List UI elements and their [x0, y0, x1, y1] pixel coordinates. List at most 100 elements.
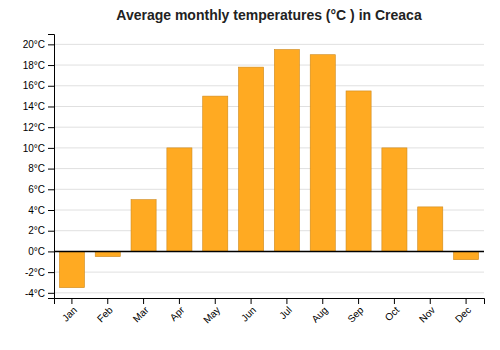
y-tick-label: 14°C [23, 101, 45, 112]
y-axis-line [48, 35, 55, 299]
x-tick-mark [107, 298, 108, 304]
y-tick-mark [48, 272, 54, 273]
x-tick-mark [179, 298, 180, 304]
y-tick-mark [48, 65, 54, 66]
x-tick: Feb [95, 298, 115, 324]
y-tick: 20°C [23, 39, 54, 50]
x-tick-label: Apr [168, 304, 187, 323]
grid-line [54, 106, 484, 107]
bar [131, 200, 156, 252]
bars [54, 50, 484, 288]
chart: -4°C -2°C 0°C 2°C 4°C 6°C 8°C 10°C 12°C 14°C 16°C 1… [0, 0, 500, 350]
y-tick: 16°C [23, 80, 54, 91]
bar [310, 55, 335, 252]
grid-line [54, 65, 484, 66]
y-tick-label: 8°C [28, 163, 45, 174]
bar [274, 50, 299, 252]
x-tick-label: Aug [309, 304, 329, 324]
grid-line [54, 85, 484, 86]
grid-line [54, 292, 484, 293]
y-axis: -4°C -2°C 0°C 2°C 4°C 6°C 8°C 10°C 12°C 14°C 16°C 1… [23, 35, 55, 299]
x-tick-mark [466, 298, 467, 304]
y-tick: 0°C [28, 246, 54, 257]
y-tick-mark [48, 210, 54, 211]
x-tick-mark [358, 298, 359, 304]
bar [239, 67, 264, 251]
y-tick-label: 18°C [23, 60, 45, 71]
y-tick: -4°C [25, 288, 54, 299]
x-tick-mark [286, 298, 287, 304]
x-tick: Nov [417, 298, 437, 325]
y-tick: 8°C [28, 163, 54, 174]
x-tick: May [201, 298, 222, 326]
y-tick: 12°C [23, 122, 54, 133]
y-tick: 14°C [23, 101, 54, 112]
x-tick-mark [322, 298, 323, 304]
y-tick-label: 20°C [23, 39, 45, 50]
y-tick-mark [48, 251, 54, 252]
y-tick-label: 6°C [28, 184, 45, 195]
bar [95, 251, 120, 256]
x-tick-label: Mar [131, 304, 151, 324]
grid-line [54, 168, 484, 169]
x-tick: Oct [383, 298, 402, 323]
bar [346, 91, 371, 251]
y-tick-mark [48, 293, 54, 294]
x-tick-mark [394, 298, 395, 304]
x-tick: Dec [453, 298, 473, 325]
y-tick-mark [48, 44, 54, 45]
y-tick-mark [48, 86, 54, 87]
x-tick-label: Jan [60, 304, 79, 323]
grid-line [54, 127, 484, 128]
grid-line [54, 272, 484, 273]
x-tick-label: May [201, 304, 222, 325]
x-tick-label: Oct [383, 304, 402, 323]
y-tick-mark [48, 231, 54, 232]
grid-line [54, 147, 484, 148]
y-tick-mark [48, 189, 54, 190]
x-tick-mark [215, 298, 216, 304]
x-tick-label: Jul [277, 304, 294, 321]
y-tick: -2°C [25, 267, 54, 278]
y-tick-mark [48, 106, 54, 107]
x-tick: Jun [239, 298, 258, 324]
y-tick-label: 10°C [23, 143, 45, 154]
grid [54, 44, 484, 292]
x-tick-label: Dec [453, 304, 473, 324]
x-tick: Jul [277, 298, 294, 321]
x-axis-line [55, 299, 485, 305]
bar [418, 207, 443, 252]
y-tick-label: 0°C [28, 246, 45, 257]
y-tick-label: -2°C [25, 267, 45, 278]
x-tick-label: Jun [239, 304, 258, 323]
grid-line [54, 189, 484, 190]
x-tick: Apr [168, 298, 187, 323]
bar [167, 148, 192, 252]
x-tick: Aug [309, 298, 329, 325]
x-tick-mark [143, 298, 144, 304]
y-tick: 4°C [28, 205, 54, 216]
x-tick-mark [430, 298, 431, 304]
y-tick-mark [48, 127, 54, 128]
plot: -4°C -2°C 0°C 2°C 4°C 6°C 8°C 10°C 12°C 14°C 16°C 1… [23, 35, 485, 326]
x-tick-mark [71, 298, 72, 304]
zero-line [54, 251, 484, 253]
y-tick: 6°C [28, 184, 54, 195]
y-tick-label: -4°C [25, 288, 45, 299]
y-tick: 18°C [23, 60, 54, 71]
x-axis: Jan Feb Mar Apr May Jun Jul Aug Sep Oct Nov Dec [55, 298, 485, 326]
x-tick: Sep [345, 298, 366, 325]
y-tick-label: 2°C [28, 225, 45, 236]
title: Average monthly temperatures (°C ) in Cr… [116, 7, 422, 23]
bar [59, 251, 84, 287]
y-tick-label: 16°C [23, 80, 45, 91]
y-tick: 10°C [23, 143, 54, 154]
y-tick-label: 12°C [23, 122, 45, 133]
grid-line [54, 44, 484, 45]
bar [454, 251, 479, 259]
grid-line [54, 251, 484, 252]
bar [382, 148, 407, 252]
y-tick-mark [48, 169, 54, 170]
x-tick-label: Nov [417, 304, 437, 324]
x-tick: Jan [60, 298, 79, 324]
